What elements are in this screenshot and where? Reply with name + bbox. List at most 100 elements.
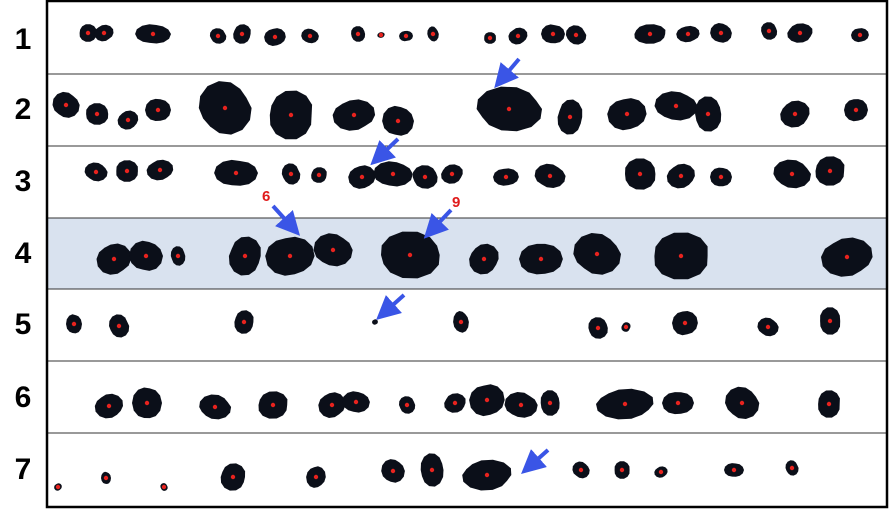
centroid-dot — [826, 401, 832, 407]
centroid-dot — [241, 319, 247, 325]
row-label-1: 1 — [14, 23, 32, 56]
centroid-dot — [215, 33, 221, 39]
callout-6: 6 — [262, 188, 271, 205]
figure-border — [45, 0, 889, 509]
centroid-dot — [422, 174, 428, 180]
centroid-dot — [55, 484, 61, 490]
centroid-dot — [449, 171, 455, 177]
centroid-dot — [144, 400, 150, 406]
centroid-dot — [547, 173, 553, 179]
centroid-dot — [157, 167, 163, 173]
centroid-dot — [155, 107, 161, 113]
centroid-dot — [731, 467, 737, 473]
cell-blobs — [52, 22, 873, 491]
arrow-row-7 — [521, 448, 550, 474]
centroid-dot — [647, 31, 653, 37]
centroid-dot — [718, 30, 724, 36]
centroid-dot — [143, 253, 149, 259]
centroid-dot — [658, 469, 664, 475]
centroid-dot — [452, 400, 458, 406]
centroid-dot — [853, 107, 859, 113]
row-separators — [47, 73, 887, 434]
centroid-dot — [85, 30, 91, 36]
centroid-dot — [538, 256, 544, 262]
centroid-dot — [673, 103, 679, 109]
centroid-dot — [682, 320, 688, 326]
centroid-dot — [233, 170, 239, 176]
centroid-dot — [766, 28, 772, 34]
centroid-dot — [595, 325, 601, 331]
centroid-dot — [797, 30, 803, 36]
centroid-dot — [624, 111, 630, 117]
centroid-dot — [827, 318, 833, 324]
centroid-dot — [484, 472, 490, 478]
centroid-dot — [222, 105, 228, 111]
centroid-dot — [359, 174, 365, 180]
centroid-dot — [316, 172, 322, 178]
centroid-dot — [506, 106, 512, 112]
row-label-3: 3 — [14, 165, 32, 198]
centroid-dot — [678, 173, 684, 179]
centroid-dot — [429, 467, 435, 473]
arrow-callout-9 — [423, 208, 453, 239]
centroid-dot — [718, 174, 724, 180]
centroid-dot — [792, 111, 798, 117]
centroid-dot — [111, 256, 117, 262]
centroid-dot — [378, 32, 384, 38]
cell-blob — [372, 319, 378, 325]
centroid-dot — [395, 118, 401, 124]
annotation-arrows — [271, 57, 550, 474]
centroid-dot — [623, 324, 629, 330]
centroid-dot — [407, 252, 413, 258]
centroid-dot — [272, 34, 278, 40]
centroid-dot — [578, 467, 584, 473]
centroid-dot — [765, 324, 771, 330]
row-label-4: 4 — [14, 237, 32, 270]
centroid-dot — [518, 402, 524, 408]
centroid-dot — [161, 484, 167, 490]
centroid-dot — [329, 402, 335, 408]
arrow-callout-6 — [271, 204, 301, 236]
centroid-dot — [827, 168, 833, 174]
centroid-dot — [458, 319, 464, 325]
centroid-dot — [103, 475, 109, 481]
centroid-dot — [515, 33, 521, 39]
centroid-dot — [594, 251, 600, 257]
centroid-dot — [430, 31, 436, 37]
centroid-dot — [287, 253, 293, 259]
centroid-dot — [404, 402, 410, 408]
centroid-dot — [789, 171, 795, 177]
centroid-dot — [270, 402, 276, 408]
centroid-dot — [288, 112, 294, 118]
centroid-dot — [150, 31, 156, 37]
row-label-7: 7 — [14, 453, 32, 486]
centroid-dot — [288, 171, 294, 177]
centroid-dot — [355, 31, 361, 37]
centroid-dot — [675, 400, 681, 406]
centroid-dot — [94, 111, 100, 117]
centroid-dot — [550, 31, 556, 37]
arrow-row-2 — [494, 57, 521, 89]
centroid-dot — [637, 171, 643, 177]
centroid-dot — [71, 321, 77, 327]
centroid-dot — [175, 253, 181, 259]
centroid-dot — [116, 323, 122, 329]
centroid-dot — [390, 171, 396, 177]
centroid-dot — [503, 174, 509, 180]
centroid-dot — [789, 465, 795, 471]
centroid-dot — [307, 33, 313, 39]
centroid-dot — [739, 400, 745, 406]
centroid-dot — [124, 168, 130, 174]
centroid-dot — [619, 467, 625, 473]
callout-9: 9 — [452, 194, 461, 211]
centroid-dot — [573, 32, 579, 38]
centroid-dot — [242, 253, 248, 259]
centroid-dot — [481, 256, 487, 262]
arrow-row-3 — [370, 137, 400, 166]
centroid-dot — [685, 31, 691, 37]
centroid-dot — [230, 474, 236, 480]
centroid-dot — [106, 403, 112, 409]
arrow-row-5 — [376, 293, 406, 321]
